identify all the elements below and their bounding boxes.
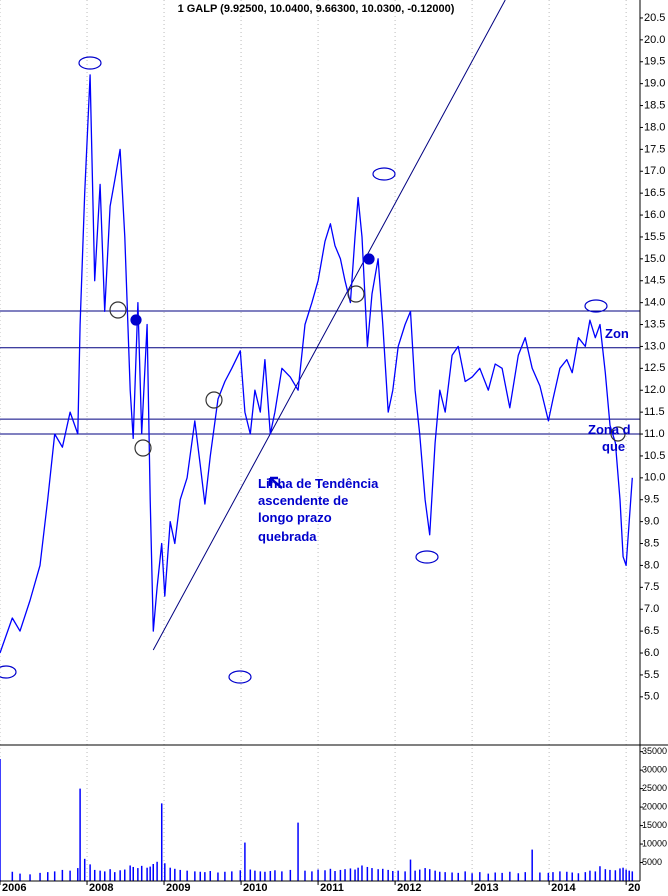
bear-icon bbox=[584, 299, 608, 313]
y-tick-label: 19.5 bbox=[644, 56, 665, 68]
bull-icon bbox=[0, 665, 17, 679]
volume-tick-label: 25000 bbox=[642, 783, 667, 793]
x-tick-label: 2011 bbox=[320, 882, 344, 891]
x-tick-label: 2009 bbox=[166, 882, 190, 891]
annotation: Linha de Tendência bbox=[258, 476, 379, 491]
y-tick-label: 13.5 bbox=[644, 318, 665, 330]
x-tick-label: 2006 bbox=[2, 882, 26, 891]
annotation: Zona d bbox=[588, 422, 631, 437]
y-tick-label: 15.0 bbox=[644, 253, 665, 265]
x-tick-label: 20 bbox=[628, 882, 640, 891]
price-line bbox=[0, 74, 633, 654]
annotation: Zon bbox=[605, 326, 629, 341]
y-tick-label: 17.5 bbox=[644, 143, 665, 155]
y-tick-label: 20.0 bbox=[644, 34, 665, 46]
x-tick-label: 2010 bbox=[243, 882, 267, 891]
y-tick-label: 11.5 bbox=[644, 406, 665, 418]
volume-tick-label: 5000 bbox=[642, 857, 662, 867]
y-tick-label: 14.5 bbox=[644, 275, 665, 287]
y-tick-label: 9.0 bbox=[644, 516, 659, 528]
bull-icon bbox=[415, 550, 439, 564]
annotation: ascendente de bbox=[258, 493, 348, 508]
annotation: quebrada bbox=[258, 529, 317, 544]
x-tick-label: 2008 bbox=[89, 882, 113, 891]
volume-tick-label: 15000 bbox=[642, 820, 667, 830]
bear-icon bbox=[78, 56, 102, 70]
sad-icon bbox=[347, 285, 365, 303]
x-tick-label: 2013 bbox=[474, 882, 498, 891]
annotation: que bbox=[602, 439, 625, 454]
sad-icon bbox=[109, 301, 127, 319]
y-tick-label: 12.5 bbox=[644, 362, 665, 374]
y-tick-label: 5.0 bbox=[644, 691, 659, 703]
volume-tick-label: 30000 bbox=[642, 765, 667, 775]
y-tick-label: 10.5 bbox=[644, 450, 665, 462]
y-tick-label: 20.5 bbox=[644, 12, 665, 24]
y-tick-label: 7.5 bbox=[644, 581, 659, 593]
volume-tick-label: 35000 bbox=[642, 746, 667, 756]
chart-title: 1 GALP (9.92500, 10.0400, 9.66300, 10.03… bbox=[178, 3, 455, 15]
y-tick-label: 16.5 bbox=[644, 187, 665, 199]
volume-tick-label: 10000 bbox=[642, 838, 667, 848]
trendline bbox=[152, 0, 506, 651]
y-tick-label: 7.0 bbox=[644, 603, 659, 615]
y-tick-label: 10.0 bbox=[644, 472, 665, 484]
y-tick-label: 8.5 bbox=[644, 537, 659, 549]
bomb-icon bbox=[363, 253, 375, 265]
y-tick-label: 8.0 bbox=[644, 559, 659, 571]
y-tick-label: 19.0 bbox=[644, 78, 665, 90]
volume-tick-label: 20000 bbox=[642, 801, 667, 811]
y-tick-label: 15.5 bbox=[644, 231, 665, 243]
x-tick-label: 2012 bbox=[397, 882, 421, 891]
sad-icon bbox=[610, 426, 626, 442]
arrow bbox=[268, 476, 283, 489]
y-tick-label: 12.0 bbox=[644, 384, 665, 396]
y-tick-label: 14.0 bbox=[644, 297, 665, 309]
icons bbox=[0, 56, 626, 684]
y-tick-label: 5.5 bbox=[644, 669, 659, 681]
y-tick-label: 18.0 bbox=[644, 121, 665, 133]
annotation: longo prazo bbox=[258, 510, 332, 525]
y-tick-label: 6.0 bbox=[644, 647, 659, 659]
bear-icon bbox=[372, 167, 396, 181]
plot bbox=[0, 0, 640, 881]
y-tick-label: 9.5 bbox=[644, 494, 659, 506]
bomb-icon bbox=[130, 314, 142, 326]
x-tick-label: 2014 bbox=[551, 882, 576, 891]
smile-icon bbox=[205, 391, 223, 409]
bull-icon bbox=[228, 670, 252, 684]
y-tick-label: 6.5 bbox=[644, 625, 659, 637]
y-tick-label: 17.0 bbox=[644, 165, 665, 177]
y-tick-label: 18.5 bbox=[644, 99, 665, 111]
y-tick-label: 16.0 bbox=[644, 209, 665, 221]
sad-icon bbox=[134, 439, 152, 457]
y-tick-label: 11.0 bbox=[644, 428, 665, 440]
y-tick-label: 13.0 bbox=[644, 340, 665, 352]
grid bbox=[0, 0, 643, 885]
